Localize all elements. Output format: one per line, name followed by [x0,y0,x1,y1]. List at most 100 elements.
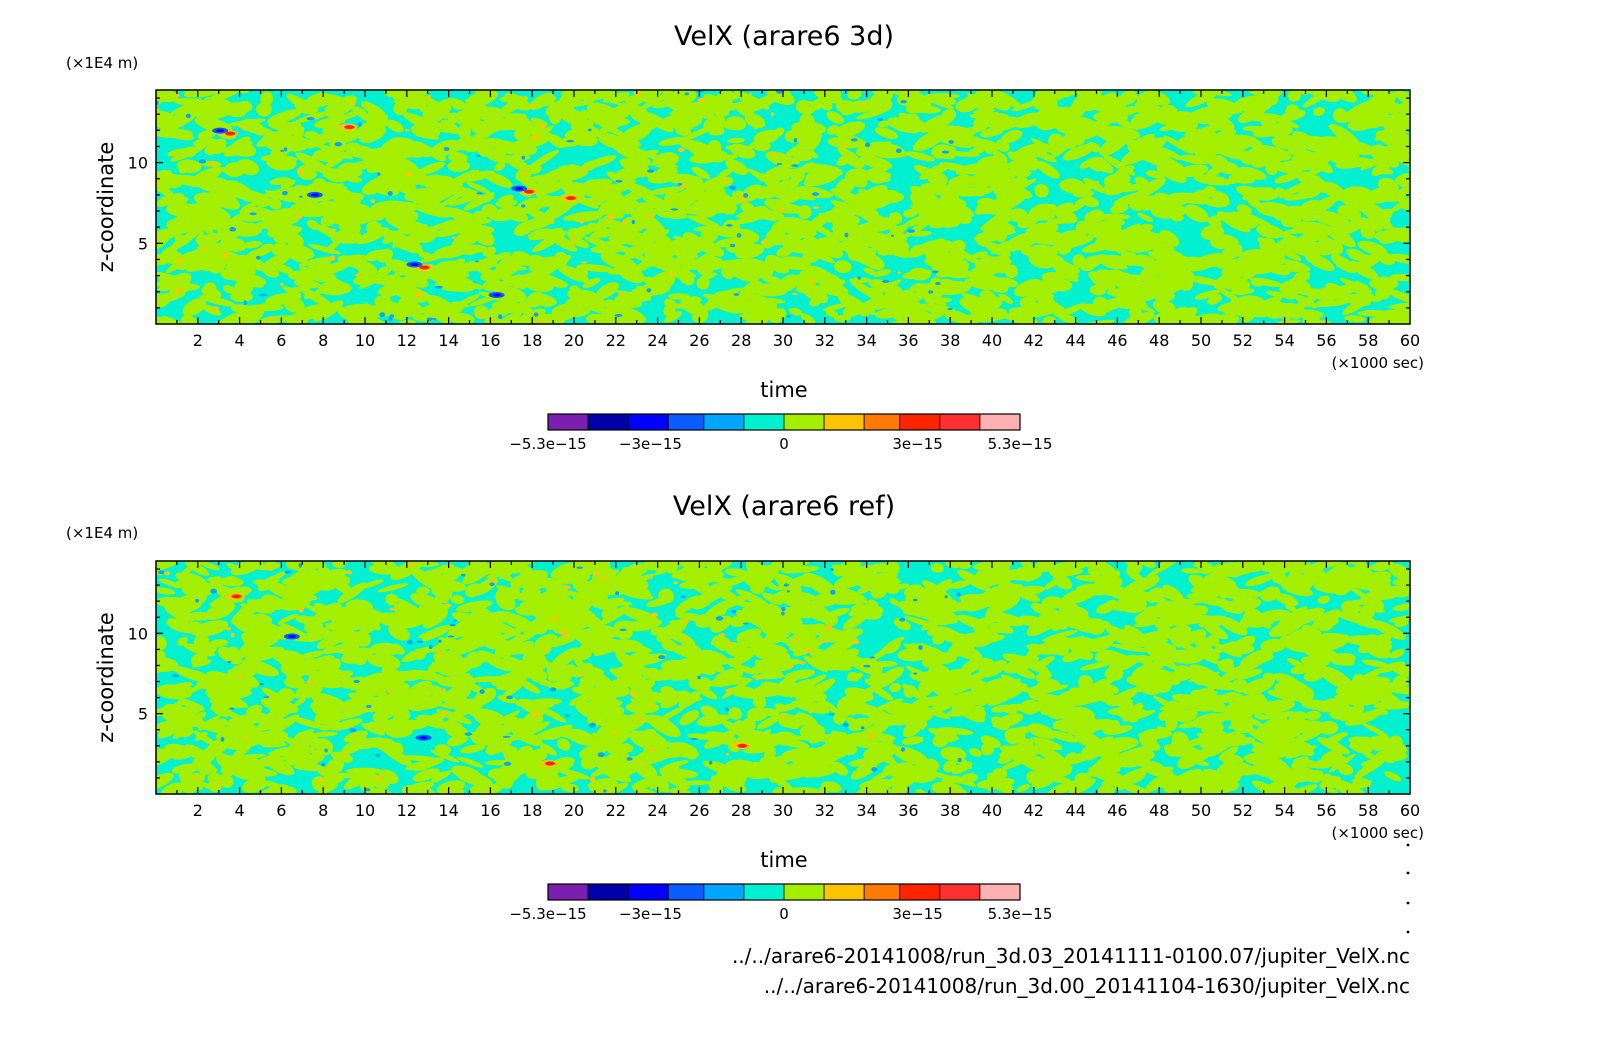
heatmap-cell [1392,603,1410,611]
heatmap-cell [1208,568,1226,584]
heatmap-cell [434,281,475,292]
heatmap-cell [918,113,955,133]
y-tick-label: 10 [128,624,148,643]
heatmap-cell [642,276,671,290]
heatmap-cell [1185,189,1207,204]
heatmap-cell [883,573,901,584]
heatmap-cell [198,183,238,195]
heatmap-extreme-feature [306,191,323,198]
heatmap-cell [913,165,944,182]
heatmap-cell [646,288,652,293]
heatmap-cell [415,716,452,730]
heatmap-cell [253,579,291,592]
heatmap-cell [947,307,953,311]
heatmap-cell [228,136,251,152]
heatmap-cell [1268,572,1286,580]
heatmap-cell [1372,620,1406,640]
heatmap-cell [660,690,684,709]
heatmap-cell [385,593,399,606]
heatmap-cell [779,637,819,644]
heatmap-cell [1143,609,1163,618]
heatmap-cell [791,700,820,709]
heatmap-cell [506,305,533,315]
heatmap-cell [360,275,378,283]
heatmap-cell [1048,568,1065,575]
heatmap-cell [328,255,336,261]
heatmap-cell [564,585,572,590]
heatmap-cell [530,726,565,742]
heatmap-cell [515,562,535,578]
heatmap-cell [935,281,941,286]
heatmap-cell [335,287,347,296]
heatmap-cell [1071,101,1086,116]
heatmap-cell [638,762,643,766]
heatmap-cell [799,661,806,665]
heatmap-cell [242,240,262,249]
heatmap-extreme-feature [732,742,751,750]
heatmap-cell [1296,577,1312,592]
heatmap-cell [1305,710,1322,720]
heatmap-cell [1313,107,1325,117]
heatmap-cell [803,761,834,773]
heatmap-cell [212,306,219,312]
heatmap-cell [1329,150,1360,164]
heatmap-cell [908,240,940,258]
heatmap-cell [1166,700,1181,714]
heatmap-cell [555,597,582,608]
heatmap-cell [1092,111,1129,123]
heatmap-cell [539,598,566,613]
heatmap-cell [321,762,326,767]
heatmap-cell [1253,145,1292,161]
heatmap-cell [791,121,827,136]
heatmap-cell [873,269,892,277]
heatmap-extreme-feature [415,734,432,741]
heatmap-cell [1106,725,1133,735]
heatmap-cell [1372,641,1393,654]
heatmap-cell [335,124,339,128]
heatmap-cell [258,209,294,222]
heatmap-cell [929,176,945,187]
heatmap-cell [298,607,304,613]
heatmap-cell [966,94,1007,109]
heatmap-extreme-feature [283,633,300,640]
heatmap-cell [713,668,744,687]
heatmap-cell [1029,702,1054,712]
heatmap-cell [171,674,179,678]
x-tick-label: 16 [480,801,500,820]
heatmap-cell [314,283,344,294]
heatmap-cell [243,300,247,305]
heatmap-cell [977,272,1009,293]
heatmap-cell [283,297,305,313]
heatmap-cell [772,174,806,196]
heatmap-cell [461,102,481,116]
heatmap-cell [263,695,270,699]
heatmap-cell [1158,773,1176,789]
heatmap-cell [1137,591,1169,604]
heatmap-cell [941,150,950,154]
heatmap-cell [893,618,911,631]
x-tick-label: 60 [1400,331,1420,350]
heatmap-cell [909,104,942,114]
heatmap-cell [769,762,802,783]
heatmap-cell [776,163,783,166]
heatmap-cell [871,712,901,725]
heatmap-cell [887,775,915,788]
heatmap-cell [310,193,319,197]
heatmap-cell [657,211,689,219]
heatmap-cell [167,148,192,157]
heatmap-cell [692,667,706,675]
heatmap-cell [1322,181,1347,201]
heatmap-cell [1157,256,1193,282]
heatmap-cell [708,760,713,765]
heatmap-cell [407,640,413,645]
heatmap-cell [291,690,321,699]
heatmap-cell [502,656,530,674]
heatmap-cell [451,611,486,627]
heatmap-cell [210,588,217,594]
heatmap-cell [1340,101,1372,124]
heatmap-cell [1329,123,1360,147]
heatmap-cell [1213,643,1243,658]
heatmap-cell [1058,314,1078,324]
heatmap-cell [502,735,511,738]
x-tick-label: 50 [1191,801,1211,820]
